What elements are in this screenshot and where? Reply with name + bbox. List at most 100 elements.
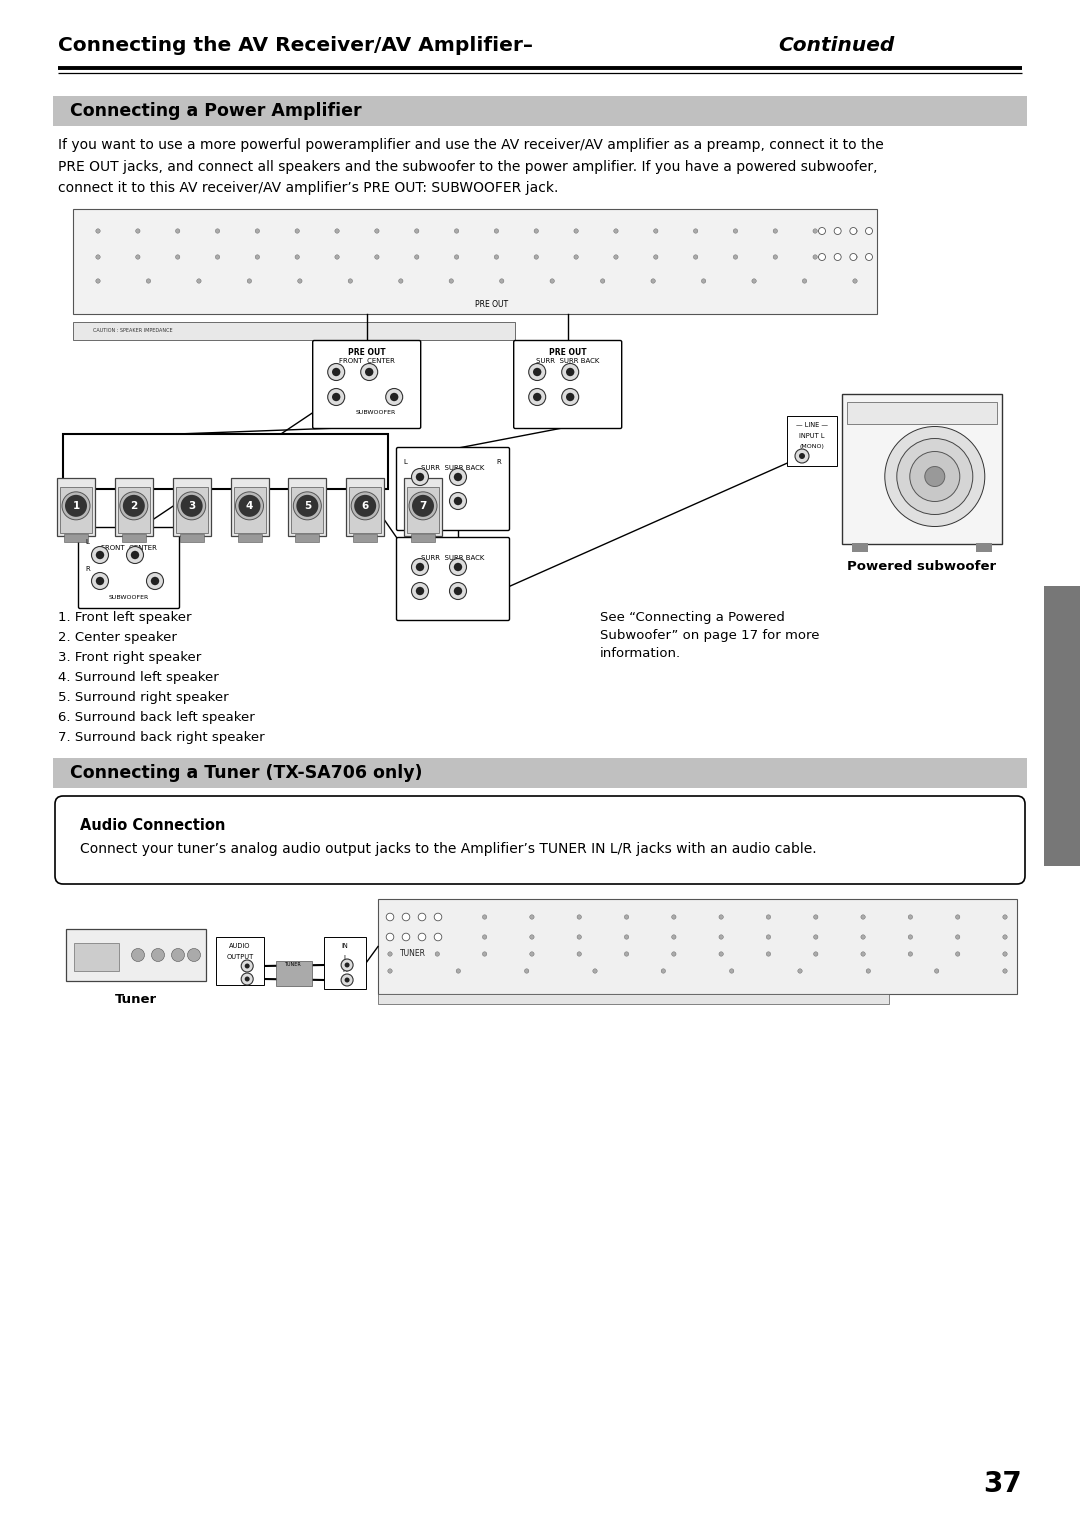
Circle shape — [577, 914, 581, 919]
Circle shape — [96, 279, 100, 284]
Circle shape — [550, 279, 554, 284]
Circle shape — [819, 253, 825, 261]
Circle shape — [661, 969, 665, 974]
Text: Continued: Continued — [778, 37, 894, 55]
Text: TUNER: TUNER — [284, 961, 300, 967]
Bar — [976, 543, 993, 552]
Circle shape — [455, 255, 459, 259]
Circle shape — [298, 279, 302, 284]
Text: 1: 1 — [72, 501, 80, 511]
Bar — [114, 478, 153, 536]
Circle shape — [1003, 935, 1008, 938]
Bar — [118, 487, 150, 533]
Circle shape — [435, 914, 440, 919]
Circle shape — [296, 494, 319, 517]
Circle shape — [449, 493, 467, 510]
Circle shape — [354, 494, 376, 517]
Circle shape — [341, 974, 353, 986]
Bar — [292, 487, 323, 533]
Text: R: R — [342, 967, 348, 974]
Circle shape — [131, 551, 139, 559]
Text: 37: 37 — [983, 1470, 1022, 1499]
Circle shape — [562, 363, 579, 380]
Circle shape — [593, 969, 597, 974]
Text: IN: IN — [341, 943, 349, 949]
Circle shape — [624, 952, 629, 957]
Text: 4: 4 — [246, 501, 253, 511]
Circle shape — [332, 392, 340, 401]
Text: Power amplifier: Power amplifier — [158, 455, 294, 468]
Circle shape — [483, 952, 487, 957]
Text: 6. Surround back left speaker: 6. Surround back left speaker — [58, 711, 255, 723]
Circle shape — [454, 497, 462, 505]
Bar — [276, 961, 312, 986]
Circle shape — [351, 491, 379, 520]
Circle shape — [908, 914, 913, 919]
Circle shape — [151, 577, 159, 584]
Circle shape — [341, 958, 353, 971]
Circle shape — [390, 392, 399, 401]
Bar — [75, 943, 119, 971]
Circle shape — [908, 935, 913, 938]
Text: AUDIO: AUDIO — [229, 943, 251, 949]
Circle shape — [529, 914, 535, 919]
Text: SUBWOOFER: SUBWOOFER — [109, 595, 149, 600]
Circle shape — [388, 914, 392, 919]
Bar — [1044, 586, 1080, 865]
Circle shape — [500, 279, 504, 284]
Text: PRE OUT: PRE OUT — [474, 301, 508, 308]
Circle shape — [239, 494, 260, 517]
Circle shape — [733, 255, 738, 259]
Circle shape — [529, 389, 545, 406]
Circle shape — [767, 914, 771, 919]
Circle shape — [215, 255, 219, 259]
Circle shape — [62, 491, 90, 520]
Circle shape — [454, 563, 462, 571]
Text: L: L — [343, 955, 347, 961]
Bar — [173, 478, 211, 536]
Circle shape — [335, 255, 339, 259]
Text: 5. Surround right speaker: 5. Surround right speaker — [58, 691, 229, 703]
Circle shape — [600, 279, 605, 284]
Circle shape — [411, 559, 429, 575]
Circle shape — [411, 493, 429, 510]
Circle shape — [773, 229, 778, 233]
Bar — [64, 534, 87, 542]
Circle shape — [454, 473, 462, 481]
Circle shape — [853, 255, 858, 259]
Circle shape — [613, 229, 618, 233]
Circle shape — [767, 952, 771, 957]
FancyBboxPatch shape — [313, 340, 421, 429]
FancyBboxPatch shape — [79, 528, 179, 609]
Circle shape — [865, 227, 873, 235]
Circle shape — [624, 935, 629, 938]
Text: R: R — [85, 566, 90, 572]
Circle shape — [416, 473, 424, 481]
Bar — [847, 401, 997, 424]
Circle shape — [188, 949, 201, 961]
FancyBboxPatch shape — [55, 797, 1025, 884]
Circle shape — [332, 368, 340, 377]
Circle shape — [861, 952, 865, 957]
Circle shape — [566, 392, 575, 401]
Bar — [176, 487, 207, 533]
FancyBboxPatch shape — [396, 447, 510, 531]
Bar — [378, 993, 889, 1004]
Circle shape — [483, 935, 487, 938]
Circle shape — [375, 229, 379, 233]
Bar — [852, 543, 868, 552]
Circle shape — [577, 935, 581, 938]
Bar — [216, 937, 264, 984]
Circle shape — [361, 363, 378, 380]
Text: Audio Connection: Audio Connection — [80, 818, 226, 833]
Circle shape — [866, 969, 870, 974]
Circle shape — [455, 229, 459, 233]
Bar — [787, 417, 837, 465]
Bar — [404, 478, 442, 536]
Circle shape — [924, 467, 945, 487]
Circle shape — [449, 559, 467, 575]
Circle shape — [294, 491, 322, 520]
Circle shape — [96, 577, 104, 584]
Circle shape — [123, 494, 145, 517]
Text: 6: 6 — [362, 501, 368, 511]
